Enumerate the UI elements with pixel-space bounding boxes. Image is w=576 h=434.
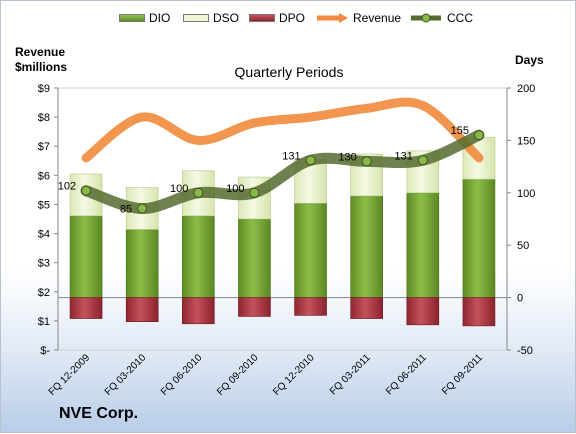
- x-tick-label: FQ 03-2010: [103, 352, 149, 398]
- data-label-ccc: 131: [282, 150, 300, 162]
- legend: DIO DSO DPO Revenue CCC: [1, 7, 576, 29]
- marker-ccc: [417, 155, 428, 166]
- y-right-tick-label: 100: [517, 188, 535, 200]
- bar-dpo: [294, 297, 327, 316]
- legend-line-ccc: [409, 12, 443, 24]
- legend-label-revenue: Revenue: [353, 11, 402, 25]
- marker-ccc: [361, 156, 372, 167]
- legend-item-dio: DIO: [119, 7, 170, 29]
- legend-label-dso: DSO: [213, 11, 240, 25]
- bar-dio: [462, 178, 496, 298]
- y-right-tick-label: 200: [517, 83, 535, 95]
- x-tick-label: FQ 12-2010: [271, 352, 317, 398]
- y-left-tick-label: $2: [38, 287, 50, 299]
- marker-ccc: [193, 187, 204, 198]
- legend-swatch-dpo: [249, 14, 275, 22]
- bar-dio: [294, 202, 327, 298]
- line-revenue: [81, 97, 484, 163]
- bar-dio: [406, 192, 440, 298]
- legend-item-dpo: DPO: [249, 7, 305, 29]
- bar-dpo: [238, 297, 271, 317]
- y-axis-left-title-line2: $millions: [15, 60, 68, 74]
- bar-dpo: [125, 297, 159, 323]
- data-label-ccc: 155: [451, 125, 469, 137]
- x-tick-label: FQ 09-2010: [215, 352, 261, 398]
- y-left-tick-label: $8: [38, 112, 50, 124]
- x-tick-label: FQ 09-2011: [440, 352, 485, 397]
- legend-line-revenue: [315, 12, 349, 24]
- legend-swatch-dio: [119, 14, 145, 22]
- bar-dpo: [69, 297, 103, 319]
- data-label-ccc: 100: [226, 183, 244, 195]
- data-label-ccc: 85: [120, 204, 132, 216]
- y-left-tick-label: $1: [38, 316, 50, 328]
- x-tick-label: FQ 12-2009: [47, 352, 93, 398]
- marker-ccc: [81, 185, 92, 196]
- marker-ccc: [249, 187, 260, 198]
- bar-dpo: [462, 297, 496, 327]
- y-right-tick-label: 150: [517, 135, 535, 147]
- bar-dio: [182, 215, 215, 298]
- y-left-tick-label: $6: [38, 170, 50, 182]
- y-left-tick-label: $9: [38, 83, 50, 95]
- legend-swatch-dso: [183, 14, 209, 22]
- y-left-tick-label: $5: [38, 199, 50, 211]
- legend-label-dio: DIO: [149, 11, 171, 25]
- y-axis-left-title-line1: Revenue: [15, 45, 66, 59]
- data-label-ccc: 131: [394, 150, 412, 162]
- y-axis-right-title: Days: [515, 53, 544, 67]
- marker-ccc: [473, 130, 484, 141]
- y-right-tick-label: -50: [517, 345, 533, 357]
- y-left-tick-label: $4: [38, 229, 50, 241]
- y-left-tick-label: $3: [38, 258, 50, 270]
- line-ccc: [80, 129, 485, 215]
- bar-dpo: [182, 297, 215, 325]
- bar-dio: [125, 229, 159, 298]
- bar-dio: [238, 218, 271, 298]
- legend-label-dpo: DPO: [279, 11, 306, 25]
- marker-ccc: [305, 155, 316, 166]
- data-label-ccc: 102: [58, 181, 76, 193]
- x-tick-label: FQ 03-2011: [328, 352, 373, 397]
- x-tick-label: FQ 06-2011: [384, 352, 429, 397]
- legend-item-ccc: CCC: [409, 7, 473, 29]
- legend-item-revenue: Revenue: [315, 7, 401, 29]
- y-axis-left-title: Revenue $millions: [15, 45, 67, 75]
- data-label-ccc: 130: [338, 151, 356, 163]
- bar-dpo: [406, 297, 440, 326]
- chart-title: Quarterly Periods: [234, 64, 344, 80]
- bar-dio: [69, 215, 103, 298]
- y-right-tick-label: 0: [517, 293, 523, 305]
- company-name: NVE Corp.: [59, 405, 139, 422]
- legend-item-dso: DSO: [183, 7, 239, 29]
- y-right-tick-label: 50: [517, 240, 529, 252]
- legend-label-ccc: CCC: [447, 11, 473, 25]
- bar-dpo: [350, 297, 383, 319]
- y-left-tick-label: $7: [38, 141, 50, 153]
- bar-dio: [350, 195, 383, 298]
- marker-ccc: [137, 203, 148, 214]
- data-label-ccc: 100: [170, 183, 188, 195]
- x-tick-label: FQ 06-2010: [159, 352, 205, 398]
- y-left-tick-label: $-: [40, 345, 50, 357]
